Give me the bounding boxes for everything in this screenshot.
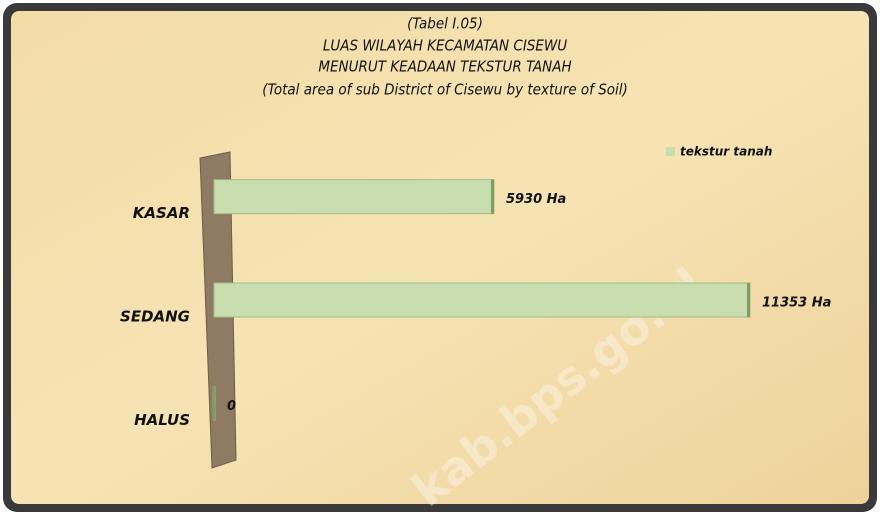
bar bbox=[213, 179, 495, 215]
chart-title: LUAS WILAYAH KECAMATAN CISEWU bbox=[323, 37, 567, 55]
bar-edge bbox=[212, 386, 215, 421]
legend-swatch bbox=[666, 147, 675, 156]
value-label: 5930 Ha bbox=[506, 192, 566, 207]
bar bbox=[213, 282, 751, 318]
y-tick-label: SEDANG bbox=[120, 308, 190, 326]
bar-edge bbox=[490, 179, 494, 214]
chart-title: (Total area of sub District of Cisewu by… bbox=[262, 81, 628, 99]
y-tick-label: HALUS bbox=[134, 411, 190, 429]
chart-title: MENURUT KEADAAN TEKSTUR TANAH bbox=[318, 58, 571, 76]
value-label: 0 bbox=[227, 399, 236, 414]
value-label: 11353 Ha bbox=[762, 296, 831, 311]
chart-title: (Tabel I.05) bbox=[407, 15, 483, 33]
legend-label: tekstur tanah bbox=[680, 145, 772, 159]
bar-edge bbox=[747, 283, 750, 317]
y-tick-label: KASAR bbox=[133, 204, 190, 222]
